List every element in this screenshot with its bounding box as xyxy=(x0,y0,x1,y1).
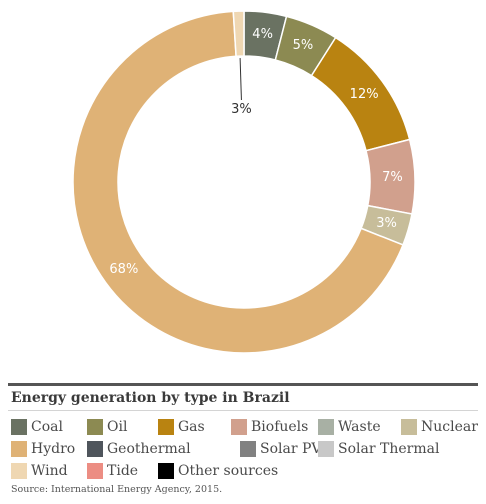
legend-item-solar-thermal: Solar Thermal xyxy=(318,440,439,458)
legend-label-geothermal: Geothermal xyxy=(107,441,191,457)
legend-item-waste: Waste xyxy=(318,418,381,436)
legend-swatch-geothermal xyxy=(87,441,103,457)
legend-item-solar-pv: Solar PV xyxy=(240,440,322,458)
legend-item-gas: Gas xyxy=(158,418,205,436)
legend-item-nuclear: Nuclear xyxy=(401,418,478,436)
data-label-gas: 12% xyxy=(350,87,379,102)
callout-line xyxy=(239,58,242,101)
legend-label-tide: Tide xyxy=(107,463,139,479)
legend-label-hydro: Hydro xyxy=(31,441,76,457)
legend-swatch-tide xyxy=(87,463,103,479)
slice-hydro xyxy=(72,10,404,354)
legend-label-solar-thermal: Solar Thermal xyxy=(338,441,440,457)
legend-swatch-coal xyxy=(11,419,27,435)
legend-label-waste: Waste xyxy=(338,419,381,435)
data-label-oil: 5% xyxy=(293,38,314,53)
legend-swatch-gas xyxy=(158,419,174,435)
legend-label-other-sources: Other sources xyxy=(178,463,279,479)
legend-swatch-solar-pv xyxy=(240,441,256,457)
legend-label-gas: Gas xyxy=(178,419,205,435)
legend-item-coal: Coal xyxy=(11,418,63,436)
legend-label-coal: Coal xyxy=(31,419,63,435)
legend-item-wind: Wind xyxy=(11,462,68,480)
source-note: Source: International Energy Agency, 201… xyxy=(11,484,223,495)
legend-swatch-other-sources xyxy=(158,463,174,479)
title-divider xyxy=(8,410,478,411)
legend-item-hydro: Hydro xyxy=(11,440,75,458)
data-label-coal: 4% xyxy=(252,27,273,42)
legend-swatch-biofuels xyxy=(231,419,247,435)
legend-swatch-hydro xyxy=(11,441,27,457)
data-label-nuclear: 3% xyxy=(376,216,397,231)
legend-swatch-solar-thermal xyxy=(318,441,334,457)
legend-item-other-sources: Other sources xyxy=(158,462,278,480)
legend-item-biofuels: Biofuels xyxy=(231,418,308,436)
data-label-biofuels: 7% xyxy=(382,170,403,185)
legend-label-solar-pv: Solar PV xyxy=(260,441,322,457)
legend-swatch-wind xyxy=(11,463,27,479)
legend-item-geothermal: Geothermal xyxy=(87,440,191,458)
legend-swatch-oil xyxy=(87,419,103,435)
legend-item-tide: Tide xyxy=(87,462,138,480)
donut-chart: 4% 5% 12% 7% 3% 68% 3% xyxy=(72,10,416,354)
legend-label-wind: Wind xyxy=(31,463,68,479)
data-label-hydro: 68% xyxy=(109,262,138,277)
slice-wind xyxy=(232,10,245,58)
legend-label-nuclear: Nuclear xyxy=(421,419,478,435)
legend-label-oil: Oil xyxy=(107,419,128,435)
chart-title: Energy generation by type in Brazil xyxy=(11,390,290,406)
legend-swatch-waste xyxy=(318,419,334,435)
callout-label: 3% xyxy=(231,102,252,117)
title-rule xyxy=(8,383,478,386)
legend-item-oil: Oil xyxy=(87,418,127,436)
legend-label-biofuels: Biofuels xyxy=(251,419,309,435)
legend-swatch-nuclear xyxy=(401,419,417,435)
